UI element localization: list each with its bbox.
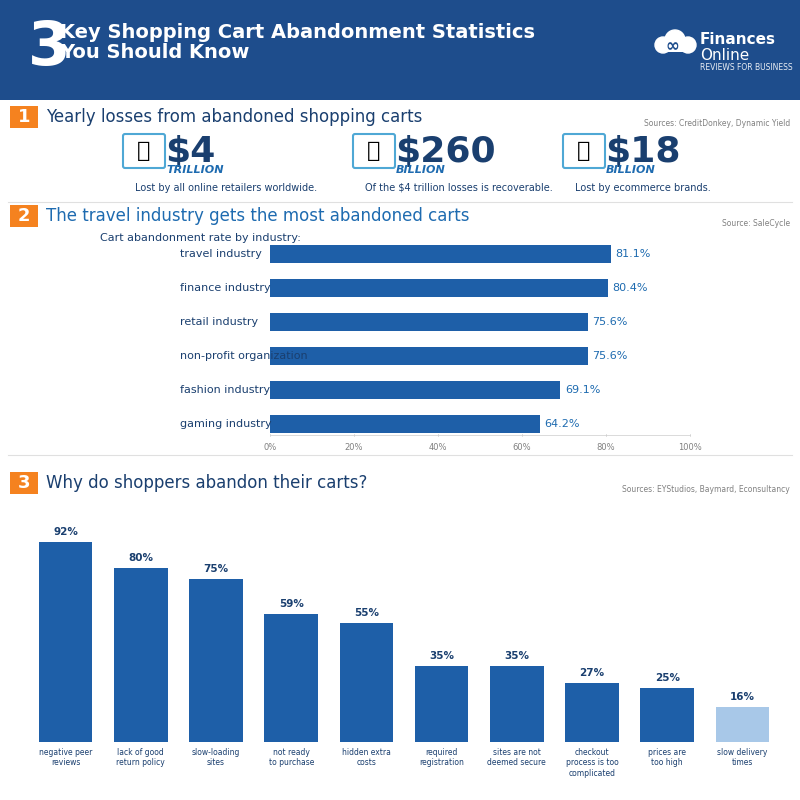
FancyBboxPatch shape [339, 622, 394, 742]
Text: 1: 1 [18, 108, 30, 126]
Text: BILLION: BILLION [396, 165, 446, 175]
FancyBboxPatch shape [270, 279, 608, 297]
Text: 🛒: 🛒 [138, 141, 150, 161]
Text: 55%: 55% [354, 608, 379, 618]
FancyBboxPatch shape [114, 568, 168, 742]
Text: BILLION: BILLION [606, 165, 656, 175]
FancyBboxPatch shape [10, 106, 38, 128]
Text: slow-loading
sites: slow-loading sites [192, 748, 240, 767]
Text: 20%: 20% [345, 443, 363, 452]
Text: retail industry: retail industry [180, 317, 258, 327]
Text: gaming industry: gaming industry [180, 419, 272, 429]
Text: 80%: 80% [597, 443, 615, 452]
Text: 40%: 40% [429, 443, 447, 452]
FancyBboxPatch shape [270, 245, 610, 263]
Text: finance industry: finance industry [180, 283, 270, 293]
Text: 100%: 100% [678, 443, 702, 452]
Text: sites are not
deemed secure: sites are not deemed secure [487, 748, 546, 767]
Text: 80.4%: 80.4% [613, 283, 648, 293]
Text: You Should Know: You Should Know [60, 42, 250, 62]
Text: 64.2%: 64.2% [545, 419, 580, 429]
Text: Sources: EYStudios, Baymard, Econsultancy: Sources: EYStudios, Baymard, Econsultanc… [622, 485, 790, 494]
Circle shape [680, 37, 696, 53]
FancyBboxPatch shape [0, 0, 800, 100]
Text: 25%: 25% [654, 673, 680, 682]
Text: 0%: 0% [263, 443, 277, 452]
Text: TRILLION: TRILLION [166, 165, 223, 175]
Text: 💱: 💱 [367, 141, 381, 161]
FancyBboxPatch shape [565, 683, 619, 742]
Text: 59%: 59% [278, 599, 304, 609]
Text: Sources: CreditDonkey, Dynamic Yield: Sources: CreditDonkey, Dynamic Yield [644, 119, 790, 129]
Text: negative peer
reviews: negative peer reviews [39, 748, 92, 767]
Text: travel industry: travel industry [180, 249, 262, 259]
Text: 75%: 75% [203, 564, 229, 574]
FancyBboxPatch shape [189, 579, 243, 742]
FancyBboxPatch shape [264, 614, 318, 742]
Text: Key Shopping Cart Abandonment Statistics: Key Shopping Cart Abandonment Statistics [60, 22, 535, 42]
Text: Online: Online [700, 47, 750, 62]
Text: not ready
to purchase: not ready to purchase [269, 748, 314, 767]
Text: REVIEWS FOR BUSINESS: REVIEWS FOR BUSINESS [700, 62, 793, 71]
Text: Cart abandonment rate by industry:: Cart abandonment rate by industry: [100, 233, 301, 243]
FancyBboxPatch shape [38, 542, 93, 742]
Text: $260: $260 [395, 135, 496, 169]
Text: $18: $18 [605, 135, 681, 169]
Circle shape [665, 30, 685, 50]
Text: 27%: 27% [579, 669, 605, 678]
Text: 60%: 60% [513, 443, 531, 452]
Text: 75.6%: 75.6% [593, 351, 628, 361]
Text: 92%: 92% [53, 527, 78, 538]
Text: slow delivery
times: slow delivery times [718, 748, 767, 767]
FancyBboxPatch shape [10, 205, 38, 227]
Text: 35%: 35% [429, 651, 454, 661]
Text: Why do shoppers abandon their carts?: Why do shoppers abandon their carts? [46, 474, 367, 492]
Text: 3: 3 [28, 18, 70, 78]
FancyBboxPatch shape [10, 472, 38, 494]
Text: Finances: Finances [700, 33, 776, 47]
Text: 81.1%: 81.1% [616, 249, 651, 259]
Text: non-profit organization: non-profit organization [180, 351, 308, 361]
Text: Lost by all online retailers worldwide.: Lost by all online retailers worldwide. [135, 183, 317, 193]
Text: prices are
too high: prices are too high [648, 748, 686, 767]
FancyBboxPatch shape [490, 666, 544, 742]
Text: 16%: 16% [730, 692, 755, 702]
Text: 2: 2 [18, 207, 30, 225]
Text: 75.6%: 75.6% [593, 317, 628, 327]
FancyBboxPatch shape [663, 43, 688, 52]
Text: 80%: 80% [128, 554, 154, 563]
FancyBboxPatch shape [270, 415, 540, 433]
Text: lack of good
return policy: lack of good return policy [117, 748, 165, 767]
FancyBboxPatch shape [715, 707, 770, 742]
FancyBboxPatch shape [270, 381, 560, 399]
Text: 3: 3 [18, 474, 30, 492]
Text: Lost by ecommerce brands.: Lost by ecommerce brands. [575, 183, 710, 193]
FancyBboxPatch shape [640, 688, 694, 742]
Text: required
registration: required registration [419, 748, 464, 767]
Text: fashion industry: fashion industry [180, 385, 270, 395]
FancyBboxPatch shape [270, 347, 587, 365]
Text: 69.1%: 69.1% [566, 385, 601, 395]
Text: Of the $4 trillion losses is recoverable.: Of the $4 trillion losses is recoverable… [365, 183, 553, 193]
Text: $4: $4 [165, 135, 215, 169]
Text: hidden extra
costs: hidden extra costs [342, 748, 391, 767]
Text: The travel industry gets the most abandoned carts: The travel industry gets the most abando… [46, 207, 470, 225]
Text: Yearly losses from abandoned shopping carts: Yearly losses from abandoned shopping ca… [46, 108, 422, 126]
Text: ∞: ∞ [665, 37, 679, 55]
Text: checkout
process is too
complicated: checkout process is too complicated [566, 748, 618, 778]
Text: 🛍: 🛍 [578, 141, 590, 161]
Circle shape [655, 37, 671, 53]
Text: Source: SaleCycle: Source: SaleCycle [722, 219, 790, 229]
FancyBboxPatch shape [414, 666, 469, 742]
FancyBboxPatch shape [270, 313, 587, 331]
Text: 35%: 35% [504, 651, 530, 661]
